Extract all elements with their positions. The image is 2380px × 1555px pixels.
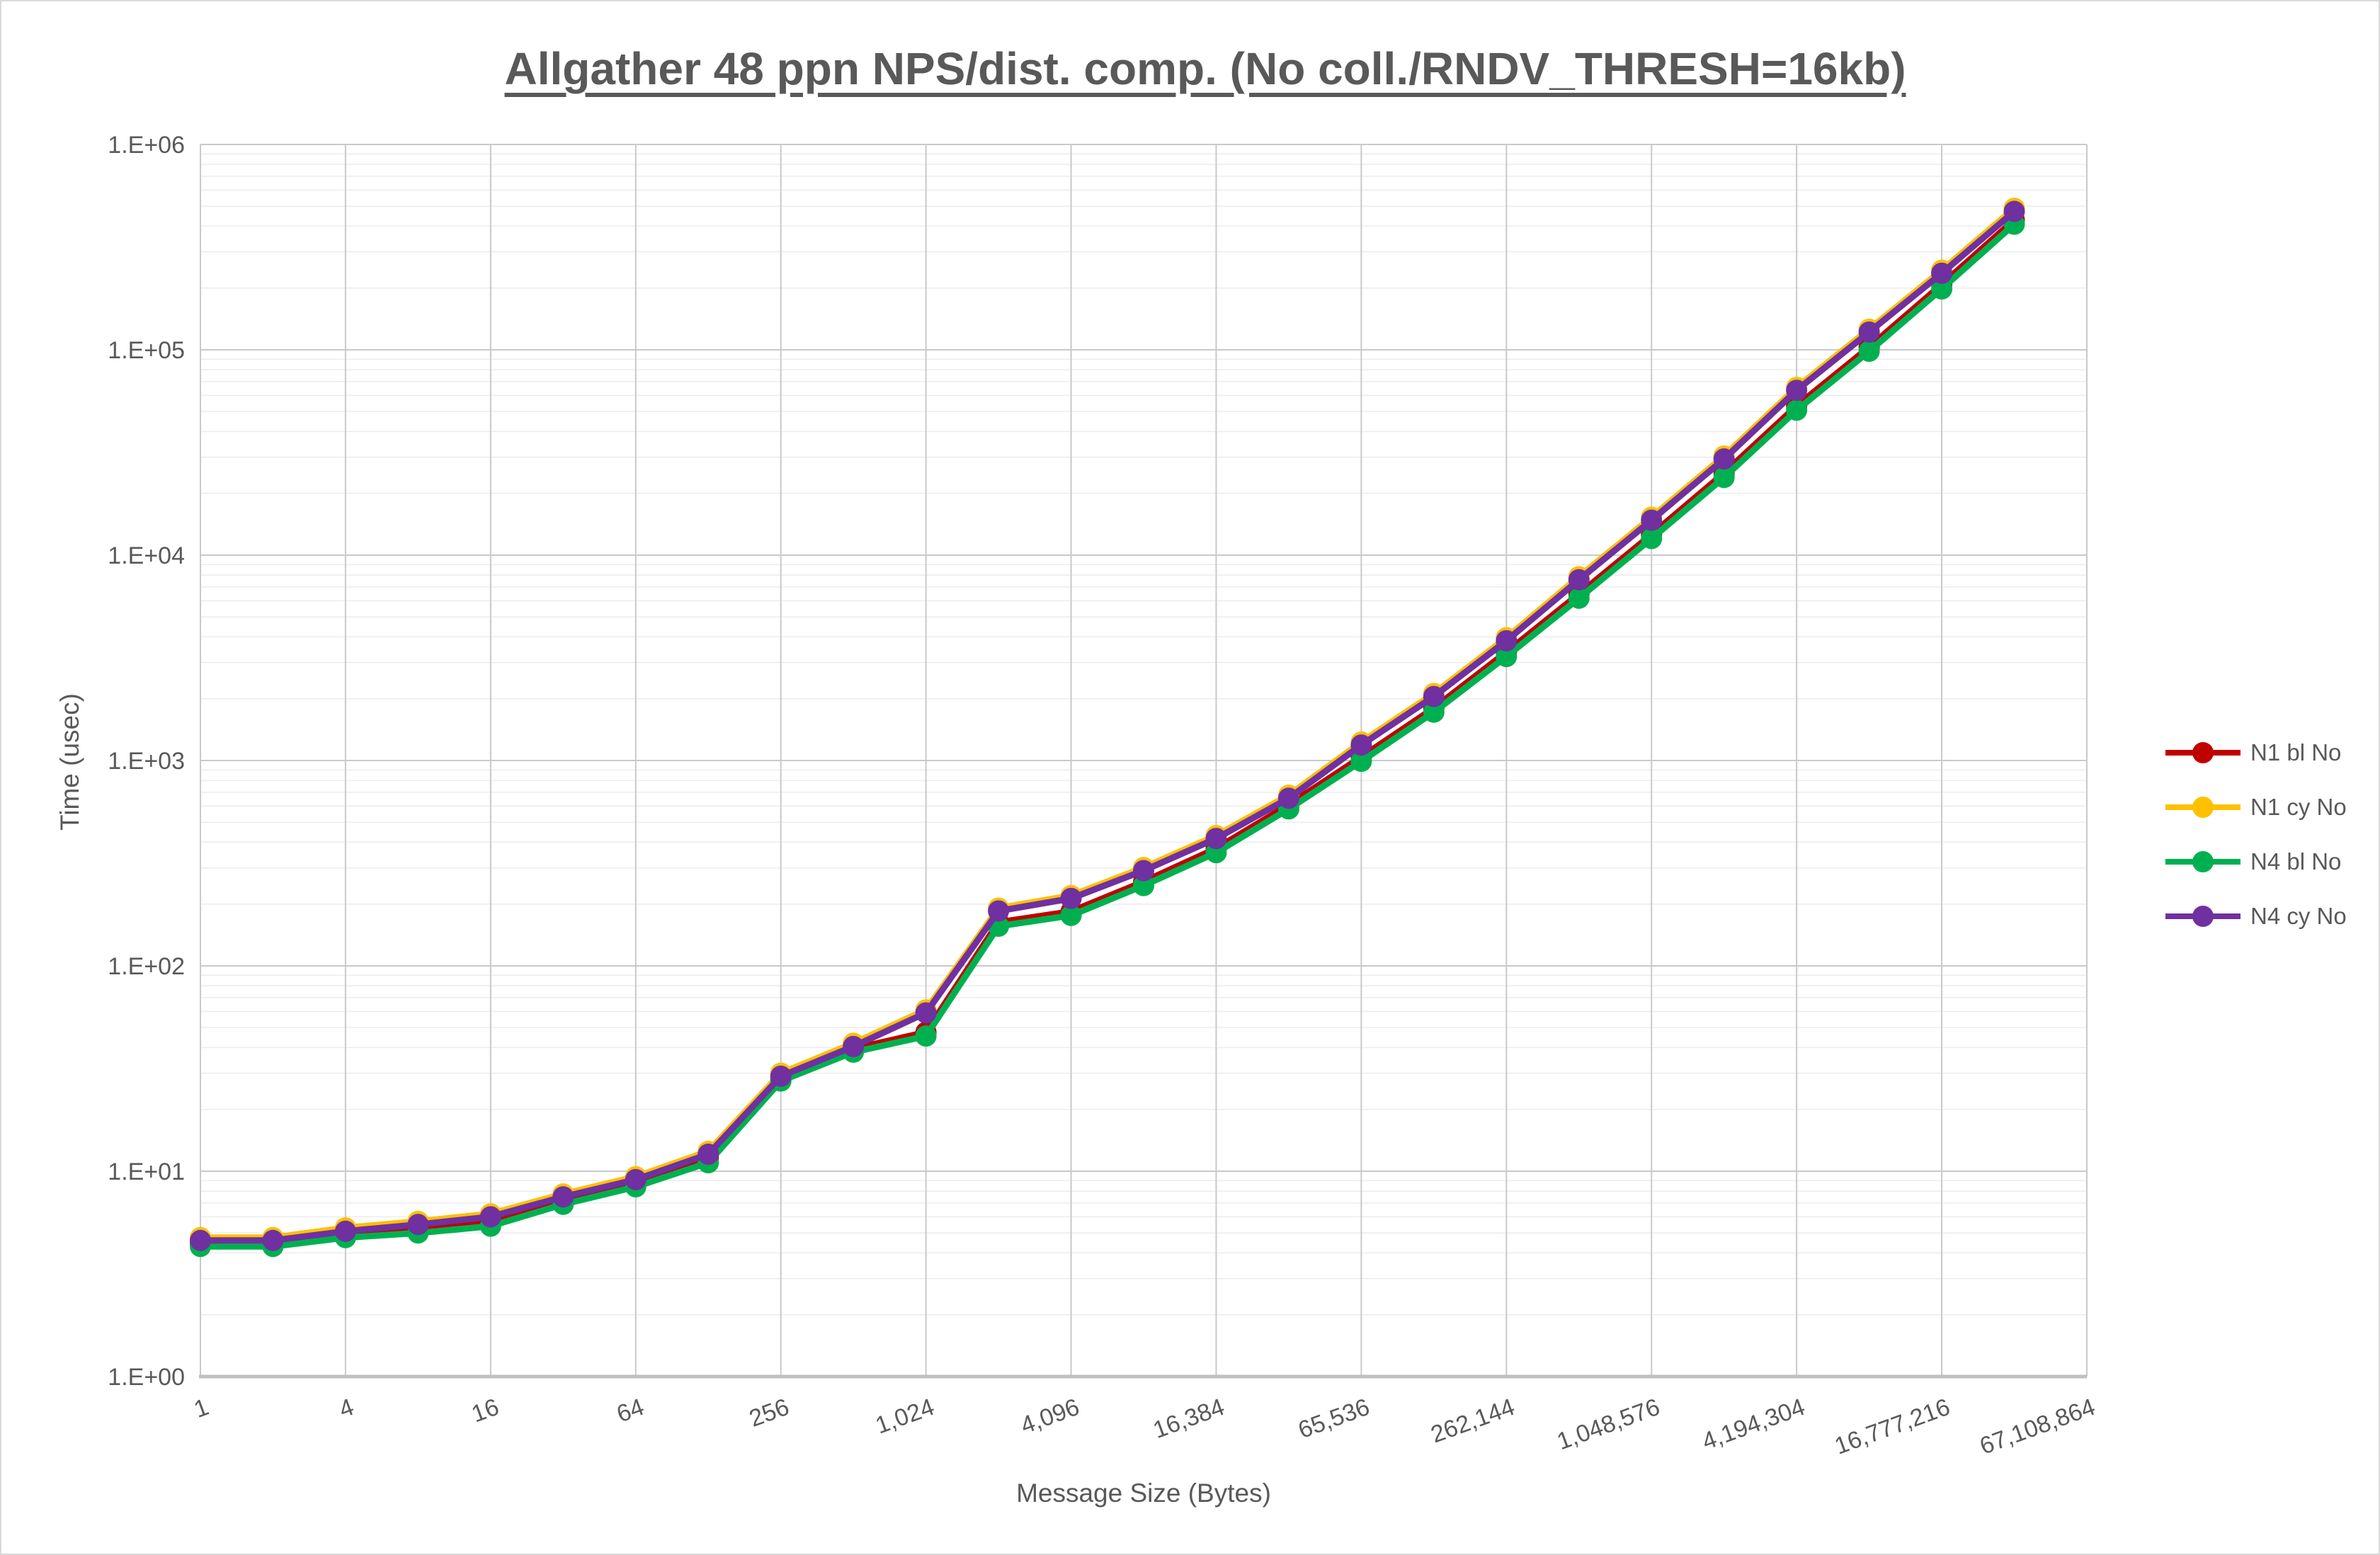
data-point xyxy=(1713,467,1735,489)
data-point xyxy=(625,1168,647,1190)
data-point xyxy=(1496,646,1518,668)
series-n1-cy-no xyxy=(190,198,2025,1248)
legend-label: N4 cy No xyxy=(2250,902,2347,929)
data-point xyxy=(1931,262,1953,284)
data-point xyxy=(843,1035,865,1057)
data-point xyxy=(1205,828,1227,850)
data-point xyxy=(1641,509,1663,531)
x-tick-label: 4 xyxy=(336,1394,358,1423)
data-point xyxy=(1786,380,1808,401)
x-tick-label: 4,096 xyxy=(1017,1394,1083,1440)
data-point xyxy=(988,900,1010,922)
data-point xyxy=(1060,904,1082,926)
minor-gridlines xyxy=(200,153,2087,1316)
data-point xyxy=(1641,528,1663,549)
data-point xyxy=(334,1220,356,1242)
x-tick-label: 1,048,576 xyxy=(1554,1394,1663,1455)
data-point xyxy=(552,1186,574,1208)
y-tick-label: 1.E+04 xyxy=(108,542,185,569)
y-tick-label: 1.E+05 xyxy=(108,337,185,364)
data-point xyxy=(698,1143,719,1165)
legend-marker-icon xyxy=(2165,905,2240,927)
data-point xyxy=(1350,751,1372,773)
x-axis-title: Message Size (Bytes) xyxy=(1016,1479,1271,1508)
x-tick-label: 16,384 xyxy=(1149,1394,1228,1444)
x-tick-label: 1,024 xyxy=(872,1394,938,1440)
y-tick-label: 1.E+03 xyxy=(108,748,185,775)
series-n1-bl-no xyxy=(190,209,2025,1254)
legend-marker-icon xyxy=(2165,741,2240,763)
y-tick-label: 1.E+01 xyxy=(108,1158,185,1185)
data-point xyxy=(1786,399,1808,421)
data-point xyxy=(262,1229,284,1251)
major-horizontal-gridlines xyxy=(200,144,2087,1377)
x-tick-label: 65,536 xyxy=(1294,1394,1373,1444)
data-point xyxy=(1931,278,1953,300)
x-tick-label: 262,144 xyxy=(1428,1394,1518,1449)
legend-entry: N4 cy No xyxy=(2164,889,2347,943)
legend-label: N4 bl No xyxy=(2250,848,2342,875)
legend: N1 bl No N1 cy No N4 bl No N4 cy No xyxy=(2164,725,2347,943)
data-point xyxy=(1277,787,1299,809)
chart-title: Allgather 48 ppn NPS/dist. comp. (No col… xyxy=(504,43,1906,94)
data-point xyxy=(407,1214,429,1236)
data-point xyxy=(915,1002,937,1024)
data-point xyxy=(2003,200,2025,222)
legend-entry: N1 cy No xyxy=(2164,780,2347,834)
y-tick-label: 1.E+06 xyxy=(108,132,185,159)
data-point xyxy=(1133,860,1154,882)
y-tick-label: 1.E+00 xyxy=(108,1364,185,1391)
data-point xyxy=(770,1065,792,1087)
series-n4-cy-no xyxy=(190,200,2025,1251)
data-point xyxy=(1060,887,1082,909)
x-tick-label: 67,108,864 xyxy=(1976,1394,2099,1460)
data-point xyxy=(190,1229,211,1251)
data-point xyxy=(1496,630,1518,651)
data-point xyxy=(1568,569,1590,591)
data-point xyxy=(1423,685,1445,707)
data-point xyxy=(1568,587,1590,609)
data-point xyxy=(1133,875,1154,896)
legend-entry: N1 bl No xyxy=(2164,725,2347,780)
y-axis-title: Time (usec) xyxy=(55,693,84,831)
legend-marker-icon xyxy=(2165,850,2240,872)
data-point xyxy=(1858,321,1880,343)
x-tick-label: 256 xyxy=(746,1394,792,1432)
x-tick-label: 1 xyxy=(190,1394,212,1423)
data-point xyxy=(1713,448,1735,470)
data-point xyxy=(1350,734,1372,756)
y-tick-labels: 1.E+00 1.E+01 1.E+02 1.E+03 1.E+04 1.E+05 1.E+… xyxy=(108,132,185,1391)
data-point xyxy=(479,1206,501,1228)
x-tick-labels: 1 4 16 64 256 1,024 4,096 16,384 65,536 262,144 1,… xyxy=(190,1394,2099,1460)
major-vertical-gridlines xyxy=(200,144,2088,1377)
x-tick-label: 64 xyxy=(613,1394,648,1428)
legend-label: N1 cy No xyxy=(2250,793,2347,820)
legend-label: N1 bl No xyxy=(2250,739,2342,765)
data-point xyxy=(915,1025,937,1047)
y-tick-label: 1.E+02 xyxy=(108,953,185,980)
legend-entry: N4 bl No xyxy=(2164,834,2347,889)
x-tick-label: 4,194,304 xyxy=(1699,1394,1809,1455)
legend-marker-icon xyxy=(2165,796,2240,818)
x-tick-label: 16,777,216 xyxy=(1831,1394,1954,1460)
data-point xyxy=(1858,341,1880,363)
data-point xyxy=(1423,701,1445,723)
x-tick-label: 16 xyxy=(468,1394,503,1428)
